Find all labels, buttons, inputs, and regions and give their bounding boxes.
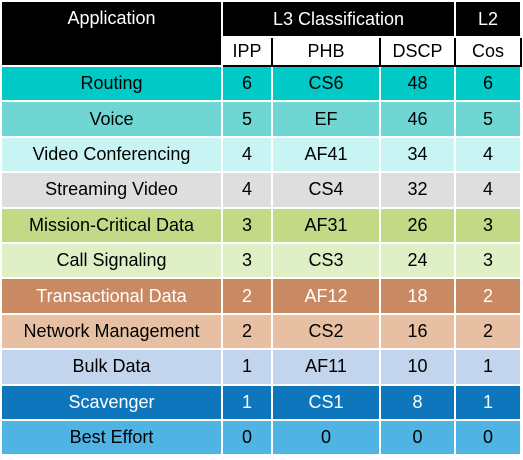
cell-dscp: 0: [378, 418, 457, 457]
cell-phb: AF11: [271, 348, 381, 386]
cell-dscp: 34: [378, 135, 457, 174]
subheader-dscp: DSCP: [378, 36, 457, 67]
cell-cos: 1: [454, 348, 523, 386]
cell-ipp: 1: [221, 348, 273, 386]
cell-dscp: 48: [378, 64, 457, 103]
table-row: Scavenger 1 CS1 8 1: [0, 383, 523, 421]
cell-phb: AF41: [271, 135, 381, 174]
cell-ipp: 6: [221, 64, 273, 103]
table-row: Routing 6 CS6 48 6: [0, 64, 523, 103]
cell-application: Transactional Data: [0, 277, 223, 315]
cell-ipp: 5: [221, 100, 273, 138]
table-row: Transactional Data 2 AF12 18 2: [0, 277, 523, 315]
table-header: Application L3 Classification L2 IPP PHB…: [0, 0, 523, 67]
subheader-cos: Cos: [454, 36, 523, 67]
cell-application: Routing: [0, 64, 223, 103]
cell-application: Best Effort: [0, 418, 223, 457]
cell-phb: AF12: [271, 277, 381, 315]
subheader-phb: PHB: [271, 36, 381, 67]
cell-ipp: 3: [221, 206, 273, 244]
table-row: Streaming Video 4 CS4 32 4: [0, 171, 523, 209]
cell-ipp: 0: [221, 418, 273, 457]
cell-cos: 5: [454, 100, 523, 138]
cell-dscp: 8: [378, 383, 457, 421]
cell-phb: CS4: [271, 171, 381, 209]
cell-cos: 4: [454, 171, 523, 209]
cell-dscp: 32: [378, 171, 457, 209]
cell-application: Voice: [0, 100, 223, 138]
table-row: Voice 5 EF 46 5: [0, 100, 523, 138]
header-application: Application: [0, 0, 223, 67]
cell-ipp: 4: [221, 171, 273, 209]
cell-ipp: 2: [221, 312, 273, 351]
table-body: Routing 6 CS6 48 6 Voice 5 EF 46 5 Video Conferenc…: [0, 64, 523, 457]
cell-dscp: 10: [378, 348, 457, 386]
table-row: Bulk Data 1 AF11 10 1: [0, 348, 523, 386]
table-row: Video Conferencing 4 AF41 34 4: [0, 135, 523, 174]
cell-dscp: 16: [378, 312, 457, 351]
header-l2: L2: [454, 0, 523, 38]
cell-phb: CS1: [271, 383, 381, 421]
cell-application: Bulk Data: [0, 348, 223, 386]
cell-cos: 4: [454, 135, 523, 174]
table-row: Best Effort 0 0 0 0: [0, 418, 523, 457]
cell-ipp: 2: [221, 277, 273, 315]
cell-phb: CS3: [271, 241, 381, 280]
cell-dscp: 24: [378, 241, 457, 280]
cell-application: Scavenger: [0, 383, 223, 421]
cell-phb: CS6: [271, 64, 381, 103]
table-row: Mission-Critical Data 3 AF31 26 3: [0, 206, 523, 244]
cell-ipp: 1: [221, 383, 273, 421]
cell-cos: 2: [454, 277, 523, 315]
cell-phb: 0: [271, 418, 381, 457]
cell-cos: 2: [454, 312, 523, 351]
cell-cos: 3: [454, 241, 523, 280]
cell-cos: 1: [454, 383, 523, 421]
cell-dscp: 18: [378, 277, 457, 315]
cell-application: Video Conferencing: [0, 135, 223, 174]
cell-phb: EF: [271, 100, 381, 138]
header-l3-classification: L3 Classification: [220, 0, 457, 38]
cell-cos: 3: [454, 206, 523, 244]
cell-cos: 0: [454, 418, 523, 457]
cell-ipp: 4: [221, 135, 273, 174]
cell-ipp: 3: [221, 241, 273, 280]
cell-application: Streaming Video: [0, 171, 223, 209]
cell-application: Call Signaling: [0, 241, 223, 280]
cell-application: Mission-Critical Data: [0, 206, 223, 244]
table-row: Call Signaling 3 CS3 24 3: [0, 241, 523, 280]
cell-phb: CS2: [271, 312, 381, 351]
cell-cos: 6: [454, 64, 523, 103]
table-row: Network Management 2 CS2 16 2: [0, 312, 523, 351]
cell-application: Network Management: [0, 312, 223, 351]
cell-dscp: 26: [378, 206, 457, 244]
cell-dscp: 46: [378, 100, 457, 138]
cell-phb: AF31: [271, 206, 381, 244]
subheader-ipp: IPP: [221, 36, 273, 67]
